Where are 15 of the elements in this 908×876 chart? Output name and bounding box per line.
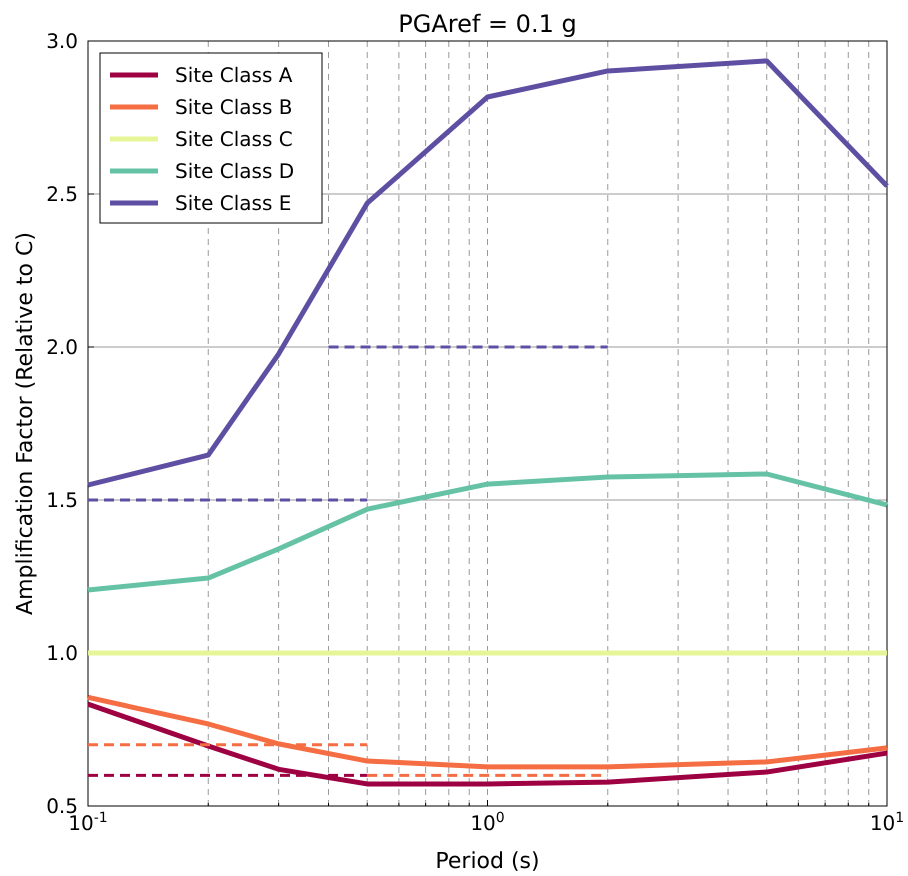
y-tick-label: 3.0: [46, 29, 78, 53]
y-axis-title: Amplification Factor (Relative to C): [13, 232, 38, 615]
x-axis-title: Period (s): [435, 849, 540, 874]
legend-label: Site Class C: [175, 127, 293, 151]
x-tick-label: 10$^{1}$: [870, 810, 904, 835]
y-tick-label: 1.0: [46, 641, 78, 665]
x-tick-label: 10$^{0}$: [470, 810, 505, 835]
legend-label: Site Class B: [175, 95, 292, 119]
y-tick-label: 1.5: [46, 488, 78, 512]
y-tick-label: 2.0: [46, 335, 78, 359]
legend-label: Site Class D: [175, 159, 294, 183]
legend-label: Site Class A: [175, 63, 293, 87]
legend-label: Site Class E: [175, 191, 292, 215]
y-tick-label: 2.5: [46, 182, 78, 206]
chart-title: PGAref = 0.1 g: [398, 10, 577, 38]
